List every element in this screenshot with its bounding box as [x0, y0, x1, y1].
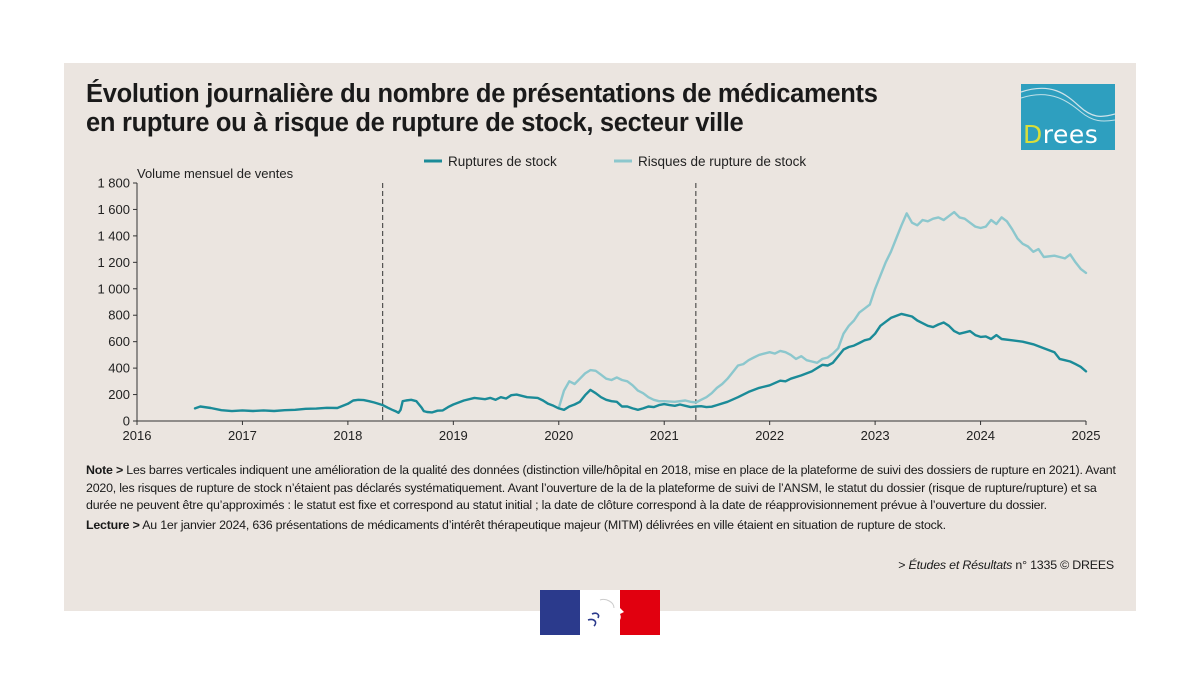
legend-label-1: Risques de rupture de stock: [638, 154, 806, 169]
y-tick-label: 1 400: [97, 228, 130, 243]
x-tick-label: 2017: [228, 428, 257, 443]
series-layer: [193, 210, 1088, 414]
x-tick-label: 2018: [333, 428, 362, 443]
note-text: Les barres verticales indiquent une amél…: [86, 463, 1116, 512]
x-tick-label: 2025: [1072, 428, 1101, 443]
source-publication: Études et Résultats: [908, 558, 1013, 572]
series-line-1: [557, 210, 1088, 409]
note-block: Note > Les barres verticales indiquent u…: [86, 462, 1116, 534]
source-prefix: >: [898, 558, 909, 572]
lecture-text: Au 1er janvier 2024, 636 présentations d…: [139, 517, 946, 532]
drees-logo-initial: D: [1023, 120, 1043, 149]
x-tick-label: 2020: [544, 428, 573, 443]
legend-label-0: Ruptures de stock: [448, 154, 557, 169]
title-line-1: Évolution journalière du nombre de prése…: [86, 80, 878, 108]
y-axis-label: Volume mensuel de ventes: [137, 166, 294, 181]
x-tick-label: 2019: [439, 428, 468, 443]
chart-title: Évolution journalière du nombre de prése…: [86, 80, 946, 138]
x-tick-label: 2022: [755, 428, 784, 443]
note-paragraph: Note > Les barres verticales indiquent u…: [86, 462, 1116, 515]
x-tick-label: 2021: [650, 428, 679, 443]
x-tick-label: 2024: [966, 428, 995, 443]
series-line-0: [193, 312, 1088, 414]
y-tick-label: 0: [123, 414, 130, 429]
y-tick-label: 1 200: [97, 255, 130, 270]
drees-logo-text: Drees: [1023, 120, 1098, 149]
line-chart: Ruptures de stock Risques de rupture de s…: [97, 154, 1100, 444]
axes: 0 200 400 600 800 1 000 1 200 1 400 1 600 1 800 20…: [97, 176, 1100, 444]
lecture-paragraph: Lecture > Au 1er janvier 2024, 636 prése…: [86, 517, 1116, 535]
y-tick-label: 1 600: [97, 202, 130, 217]
drees-logo-rest: rees: [1042, 120, 1099, 149]
y-tick-label: 1 000: [97, 281, 130, 296]
y-tick-label: 400: [108, 361, 130, 376]
drees-logo: Drees: [1021, 84, 1115, 150]
y-tick-label: 800: [108, 308, 130, 323]
y-tick-label: 200: [108, 387, 130, 402]
vertical-markers: [382, 183, 697, 421]
republique-francaise-logo: [540, 590, 660, 635]
lecture-label: Lecture >: [86, 517, 140, 532]
chart-panel: [64, 63, 1136, 611]
chart-legend: Ruptures de stock Risques de rupture de s…: [424, 154, 806, 169]
drees-logo-swoosh: [1021, 87, 1115, 122]
x-tick-label: 2016: [123, 428, 152, 443]
note-label: Note >: [86, 463, 124, 477]
title-line-2: en rupture ou à risque de rupture de sto…: [86, 109, 744, 137]
x-tick-label: 2023: [861, 428, 890, 443]
source-rest: n° 1335 © DREES: [1012, 558, 1114, 572]
y-tick-label: 1 800: [97, 176, 130, 191]
source-citation: > Études et Résultats n° 1335 © DREES: [898, 558, 1114, 572]
y-tick-label: 600: [108, 334, 130, 349]
